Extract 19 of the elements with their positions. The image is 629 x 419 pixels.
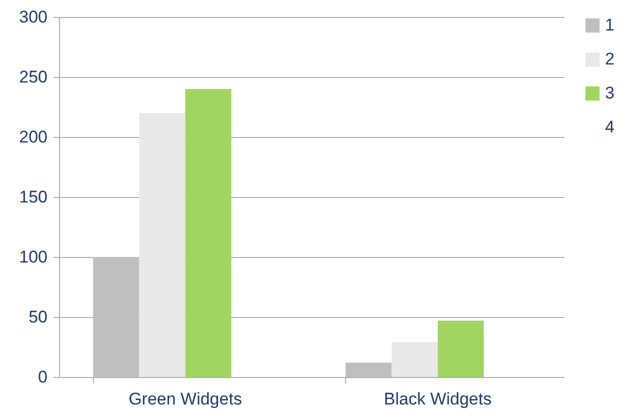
- y-tick-label: 250: [19, 68, 48, 86]
- bar: [93, 257, 140, 377]
- y-tick-label: 100: [19, 248, 48, 266]
- y-tick-label: 50: [28, 308, 48, 326]
- bar: [346, 362, 392, 377]
- bar: [438, 320, 484, 377]
- bar: [185, 89, 232, 377]
- legend-label: 1: [605, 16, 614, 34]
- x-tick-label: Green Widgets: [128, 390, 242, 408]
- bar: [139, 113, 186, 377]
- y-tick-label: 0: [38, 368, 48, 386]
- bar: [392, 342, 438, 377]
- y-tick-label: 200: [19, 128, 48, 146]
- y-tick-label: 150: [19, 188, 48, 206]
- legend-label: 3: [605, 84, 614, 102]
- x-tick-label: Black Widgets: [384, 390, 492, 408]
- legend-label: 2: [605, 50, 614, 68]
- y-tick-label: 300: [19, 8, 48, 26]
- text: 4: [605, 118, 614, 136]
